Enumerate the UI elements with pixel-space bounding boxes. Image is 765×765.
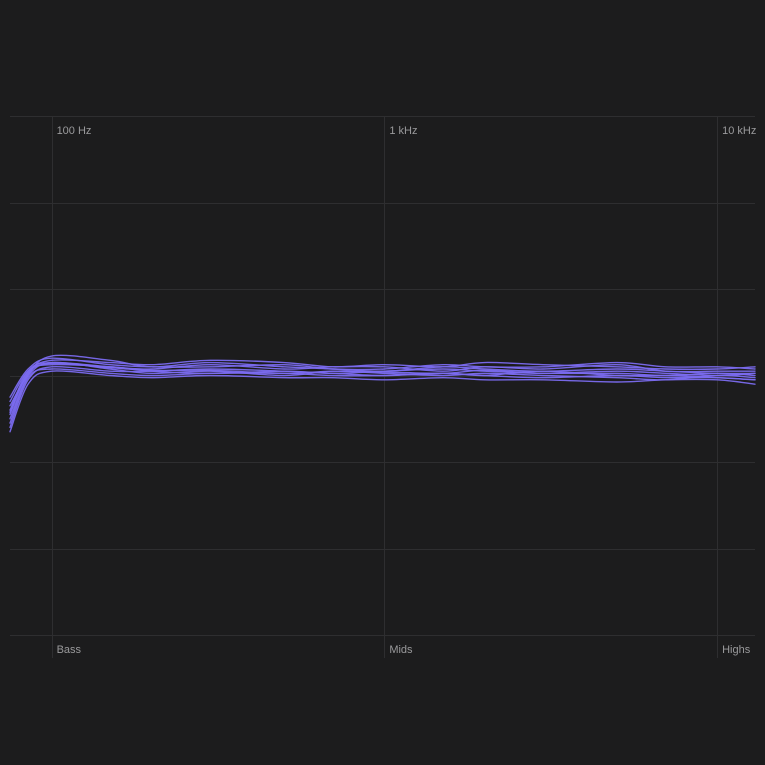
band-label-1: Mids — [389, 644, 413, 656]
band-labels: Bass Mids Highs — [57, 644, 751, 656]
frequency-tick-labels: 100 Hz 1 kHz 10 kHz — [57, 125, 757, 137]
response-curves — [10, 355, 755, 431]
band-label-2: Highs — [722, 644, 751, 656]
response-curve-9 — [10, 371, 755, 432]
response-curve-6 — [10, 369, 755, 423]
response-curve-7 — [10, 358, 755, 397]
band-label-0: Bass — [57, 644, 82, 656]
vertical-gridlines — [53, 116, 718, 658]
frequency-tick-label-1: 1 kHz — [389, 125, 417, 137]
frequency-tick-label-2: 10 kHz — [722, 125, 756, 137]
frequency-tick-label-0: 100 Hz — [57, 125, 92, 137]
